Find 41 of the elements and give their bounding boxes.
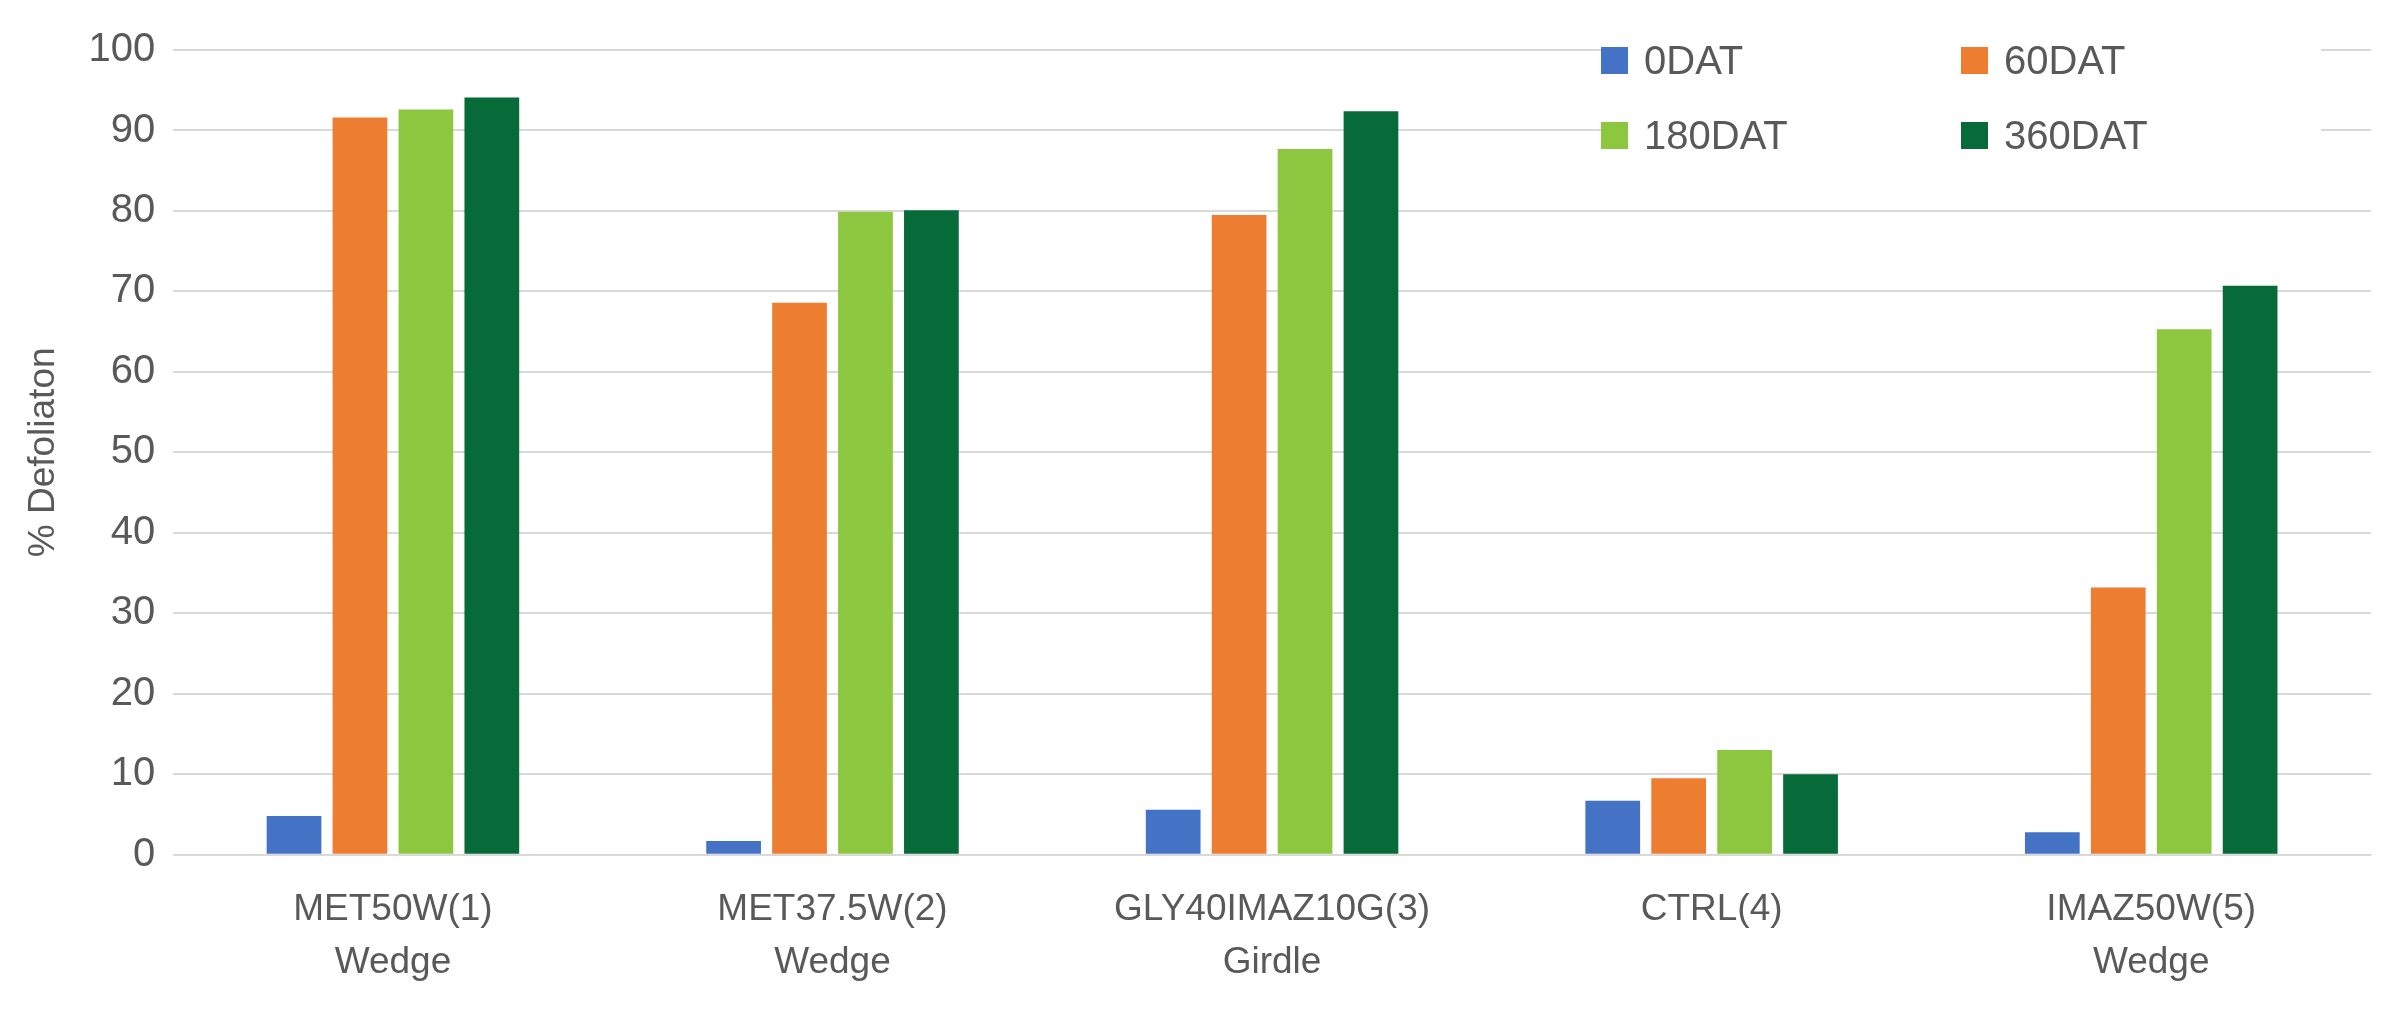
bar (2156, 329, 2212, 854)
bar (1343, 111, 1399, 854)
x-tick-label: CTRL(4) (1640, 886, 1783, 928)
legend-label: 360DAT (2004, 113, 2148, 158)
bar (2222, 285, 2278, 854)
bar (772, 302, 827, 854)
bar (1585, 800, 1641, 854)
bar (266, 816, 322, 854)
x-tick-label: MET37.5W(2) Wedge (717, 886, 948, 982)
legend-label: 180DAT (1644, 113, 1788, 158)
x-tick-label: IMAZ50W(5) Wedge (2046, 886, 2257, 982)
y-tick-label: 100 (88, 25, 156, 70)
x-tick-label: GLY40IMAZ10G(3) Girdle (1114, 886, 1431, 982)
bar (1717, 750, 1772, 854)
y-tick-label: 0 (132, 829, 156, 874)
bar (2090, 587, 2146, 854)
bar (838, 211, 893, 854)
bar (2024, 832, 2080, 854)
bar (904, 210, 959, 854)
bar (1783, 774, 1838, 854)
y-tick-label: 50 (110, 427, 156, 472)
bar (332, 117, 388, 854)
bar (398, 109, 454, 854)
bar (464, 97, 520, 854)
bar (1277, 148, 1333, 854)
y-tick-label: 40 (110, 507, 156, 552)
y-axis-title: % Defoliaton (21, 347, 63, 558)
y-tick-label: 90 (110, 105, 156, 150)
legend-label: 60DAT (2004, 38, 2126, 83)
x-tick-label: MET50W(1) Wedge (293, 886, 493, 982)
y-tick-label: 60 (110, 346, 156, 391)
y-tick-label: 20 (110, 668, 156, 713)
y-tick-label: 10 (110, 749, 156, 794)
bar (1651, 778, 1707, 854)
y-tick-label: 30 (110, 588, 156, 633)
legend-label: 0DAT (1644, 38, 1744, 83)
bar (706, 841, 761, 854)
y-tick-label: 70 (110, 266, 156, 311)
bar (1211, 214, 1267, 854)
y-tick-label: 80 (110, 185, 156, 230)
bar (1145, 809, 1201, 854)
